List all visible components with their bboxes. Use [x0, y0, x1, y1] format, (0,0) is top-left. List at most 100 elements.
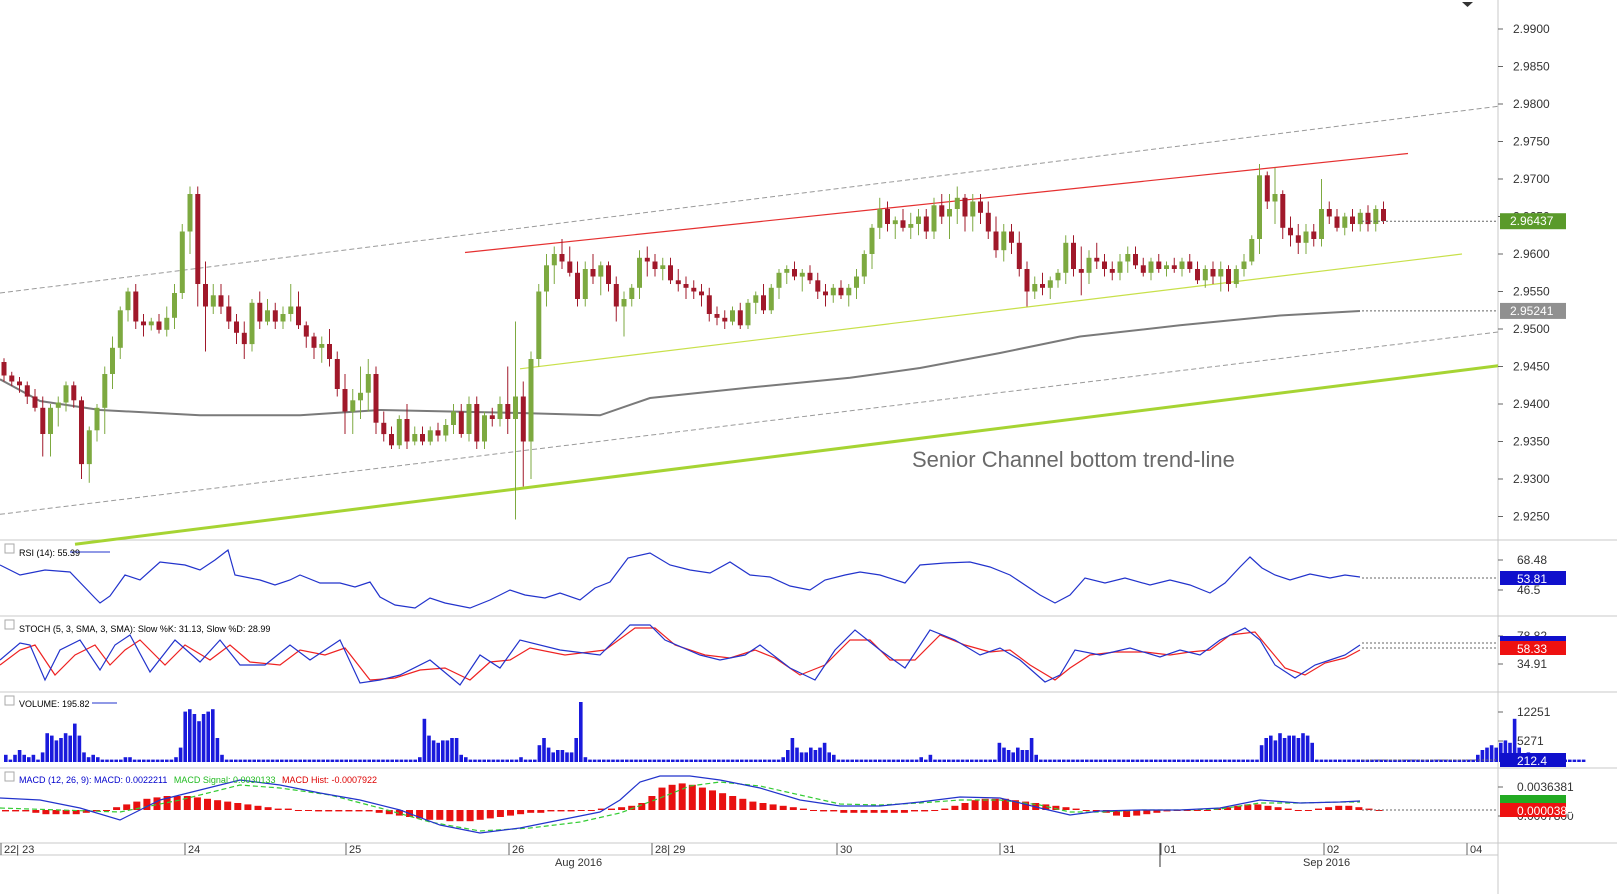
macd-histogram-bar	[638, 803, 646, 810]
volume-bar	[1011, 752, 1015, 762]
volume-bar	[993, 759, 997, 762]
volume-bar	[399, 759, 404, 762]
candle-body	[644, 257, 650, 262]
macd-histogram-bar	[1193, 810, 1201, 811]
candle-body	[1326, 209, 1332, 217]
stoch-badge	[1500, 641, 1566, 655]
macd-histogram-bar	[274, 808, 282, 810]
candle-body	[520, 396, 526, 442]
macd-histogram-bar	[698, 787, 706, 810]
candle-body	[1094, 257, 1100, 262]
macd-histogram-bar	[507, 810, 514, 816]
candle-body	[1179, 261, 1185, 269]
volume-bar	[638, 759, 643, 762]
volume-bar	[247, 759, 252, 762]
volume-bar	[868, 759, 873, 762]
candle-body	[94, 407, 100, 431]
volume-bar	[528, 759, 532, 762]
macd-histogram-bar	[1042, 804, 1050, 810]
macd-histogram-bar	[789, 807, 797, 810]
macd-histogram-bar	[365, 810, 373, 812]
volume-bar	[1287, 735, 1291, 762]
volume-bar	[307, 759, 312, 762]
volume-bar	[1204, 759, 1209, 762]
macd-histogram-bar	[82, 810, 90, 813]
volume-bar	[303, 759, 307, 762]
candle-body	[141, 321, 146, 326]
macd-histogram-bar	[759, 803, 767, 810]
price-tick-label: 2.9550	[1513, 285, 1550, 299]
volume-bar	[947, 759, 951, 762]
macd-badge-label: 0.0000389	[1517, 804, 1574, 818]
macd-histogram-bar	[244, 804, 252, 810]
candle-body	[830, 287, 836, 296]
main-pane	[0, 105, 1499, 546]
candle-body	[32, 396, 38, 408]
macd-histogram-bar	[133, 801, 141, 810]
volume-bar	[238, 759, 243, 762]
pane-toggle-icon	[4, 695, 15, 706]
macd-histogram-bar	[204, 798, 211, 810]
macd-histogram-bar	[32, 810, 40, 813]
macd-histogram-bar	[335, 810, 343, 812]
macd-histogram-bar	[1052, 805, 1060, 810]
volume-bar	[289, 759, 293, 762]
macd-histogram-bar	[284, 808, 292, 810]
volume-bar	[882, 759, 887, 762]
candle-body	[1102, 261, 1107, 269]
volume-bar	[611, 759, 615, 762]
volume-bar	[850, 759, 854, 762]
volume-bar	[822, 742, 827, 762]
candle-body	[358, 392, 363, 401]
volume-bar	[1503, 740, 1508, 762]
volume-bar	[1453, 759, 1457, 762]
volume-bar	[77, 735, 82, 762]
volume-bar	[1020, 750, 1025, 762]
volume-bar	[1186, 759, 1190, 762]
macd-label-main: MACD (12, 26, 9): MACD: 0.0022211	[19, 775, 167, 785]
candle-body	[567, 261, 573, 273]
time-tick-label: 31	[1003, 844, 1015, 856]
volume-bar	[220, 754, 224, 762]
candle-body	[962, 197, 968, 217]
volume-bar	[1085, 759, 1089, 762]
volume-bar	[1370, 759, 1374, 762]
time-tick-label: 22| 23	[4, 844, 34, 856]
volume-bar	[1080, 759, 1084, 762]
volume-bar	[1126, 759, 1130, 762]
volume-bar	[206, 711, 210, 762]
volume-bar	[266, 759, 270, 762]
volume-bar	[1062, 759, 1066, 762]
macd-histogram-bar	[476, 810, 484, 820]
volume-bar	[1246, 759, 1250, 762]
volume-bar	[1402, 759, 1406, 762]
macd-tick-label: 0.0036381	[1517, 780, 1574, 794]
macd-histogram-bar	[42, 810, 50, 815]
macd-histogram-bar	[224, 801, 232, 810]
macd-histogram-bar	[305, 810, 312, 811]
macd-histogram-bar	[820, 810, 828, 812]
volume-bar	[1296, 738, 1301, 762]
volume-bar	[224, 759, 229, 762]
candle-body	[48, 407, 53, 434]
macd-histogram-bar	[517, 810, 525, 815]
volume-bar	[422, 718, 427, 762]
volume-bar	[1333, 759, 1337, 762]
candle-body	[1334, 216, 1340, 228]
volume-bar	[1103, 759, 1107, 762]
volume-bar	[1407, 759, 1411, 762]
channel-bottom-yellow-line	[519, 253, 1463, 370]
candle-body	[86, 430, 92, 465]
macd-histogram-bar	[12, 810, 20, 812]
candle-body	[272, 310, 278, 322]
candle-body	[1171, 265, 1177, 269]
macd-histogram-bar	[749, 801, 757, 810]
macd-histogram-bar	[870, 810, 878, 813]
candle-body	[1109, 269, 1115, 273]
macd-histogram-bar	[991, 798, 999, 810]
candle-body	[1319, 209, 1324, 239]
macd-histogram-bar	[234, 803, 242, 810]
volume-bar	[1365, 759, 1370, 762]
